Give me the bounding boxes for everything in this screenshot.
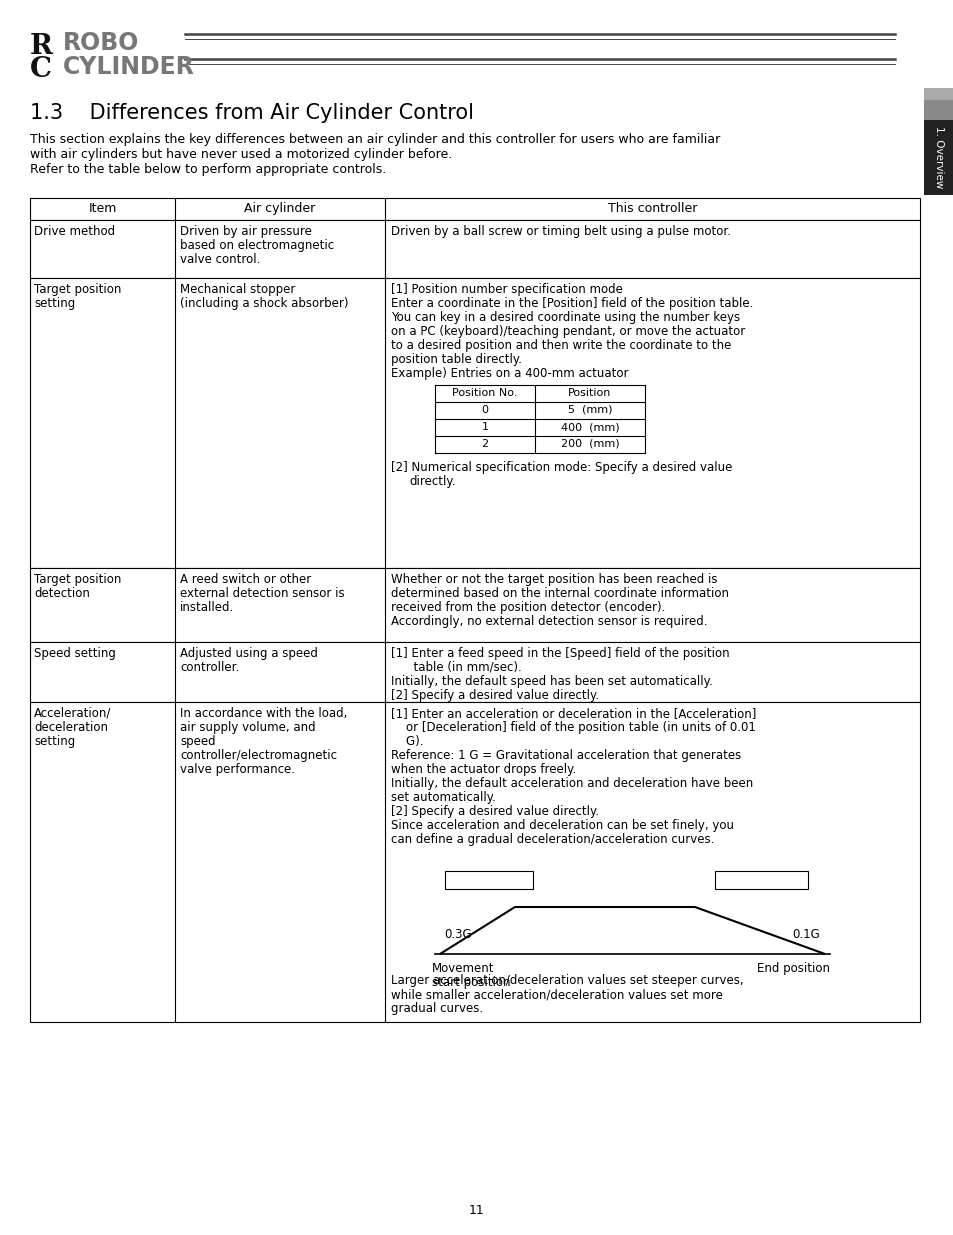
Bar: [30, 568, 919, 642]
Text: valve control.: valve control.: [180, 253, 260, 266]
Text: Movement: Movement: [432, 962, 494, 974]
Text: CYLINDER: CYLINDER: [63, 56, 194, 79]
Text: 0.1G: 0.1G: [791, 927, 820, 941]
Text: 2: 2: [481, 438, 488, 450]
Text: Drive method: Drive method: [34, 225, 115, 238]
Text: Driven by air pressure: Driven by air pressure: [180, 225, 312, 238]
Text: 11: 11: [469, 1204, 484, 1216]
Text: external detection sensor is: external detection sensor is: [180, 587, 344, 600]
Text: to a desired position and then write the coordinate to the: to a desired position and then write the…: [391, 338, 731, 352]
Text: setting: setting: [34, 735, 75, 748]
Text: 1. Overview: 1. Overview: [933, 126, 943, 188]
Text: This section explains the key differences between an air cylinder and this contr: This section explains the key difference…: [30, 133, 720, 146]
Text: Enter a coordinate in the [Position] field of the position table.: Enter a coordinate in the [Position] fie…: [391, 296, 753, 310]
Text: air supply volume, and: air supply volume, and: [180, 721, 315, 734]
Text: when the actuator drops freely.: when the actuator drops freely.: [391, 763, 576, 776]
Text: valve performance.: valve performance.: [180, 763, 294, 776]
Text: Reference: 1 G = Gravitational acceleration that generates: Reference: 1 G = Gravitational accelerat…: [391, 748, 740, 762]
Text: Deceleration: Deceleration: [723, 874, 799, 887]
Text: C: C: [30, 56, 52, 83]
Text: 1: 1: [481, 422, 488, 432]
Text: 0.3G: 0.3G: [443, 927, 471, 941]
Text: controller.: controller.: [180, 661, 239, 674]
Text: Target position: Target position: [34, 573, 121, 585]
Text: 1.3    Differences from Air Cylinder Control: 1.3 Differences from Air Cylinder Contro…: [30, 103, 474, 124]
Text: Position No.: Position No.: [452, 388, 517, 398]
Text: Item: Item: [89, 203, 116, 215]
Text: 200  (mm): 200 (mm): [560, 438, 618, 450]
Text: In accordance with the load,: In accordance with the load,: [180, 706, 347, 720]
Text: [1] Enter a feed speed in the [Speed] field of the position: [1] Enter a feed speed in the [Speed] fi…: [391, 647, 729, 659]
Text: Target position: Target position: [34, 283, 121, 296]
Text: controller/electromagnetic: controller/electromagnetic: [180, 748, 336, 762]
Text: [1] Enter an acceleration or deceleration in the [Acceleration]: [1] Enter an acceleration or deceleratio…: [391, 706, 756, 720]
Text: while smaller acceleration/deceleration values set more: while smaller acceleration/deceleration …: [391, 988, 722, 1002]
Text: Refer to the table below to perform appropriate controls.: Refer to the table below to perform appr…: [30, 163, 386, 177]
Bar: [30, 701, 919, 1023]
Text: This controller: This controller: [607, 203, 697, 215]
Text: Position: Position: [568, 388, 611, 398]
Text: Air cylinder: Air cylinder: [244, 203, 315, 215]
Text: deceleration: deceleration: [34, 721, 108, 734]
Bar: [30, 642, 919, 701]
Text: received from the position detector (encoder).: received from the position detector (enc…: [391, 601, 664, 614]
Text: Whether or not the target position has been reached is: Whether or not the target position has b…: [391, 573, 717, 585]
Text: 400  (mm): 400 (mm): [560, 422, 618, 432]
Text: [2] Specify a desired value directly.: [2] Specify a desired value directly.: [391, 689, 598, 701]
Bar: [30, 198, 919, 220]
Bar: [30, 220, 919, 278]
Text: A reed switch or other: A reed switch or other: [180, 573, 311, 585]
Text: [2] Numerical specification mode: Specify a desired value: [2] Numerical specification mode: Specif…: [391, 461, 732, 474]
Text: End position: End position: [757, 962, 829, 974]
Bar: [444, 871, 533, 889]
Text: Initially, the default speed has been set automatically.: Initially, the default speed has been se…: [391, 676, 712, 688]
Text: with air cylinders but have never used a motorized cylinder before.: with air cylinders but have never used a…: [30, 148, 452, 161]
Text: or [Deceleration] field of the position table (in units of 0.01: or [Deceleration] field of the position …: [391, 721, 755, 734]
Bar: [923, 88, 953, 100]
Text: Larger acceleration/deceleration values set steeper curves,: Larger acceleration/deceleration values …: [391, 974, 742, 987]
Text: Since acceleration and deceleration can be set finely, you: Since acceleration and deceleration can …: [391, 819, 733, 832]
Text: ROBO: ROBO: [63, 31, 139, 56]
Text: setting: setting: [34, 296, 75, 310]
Bar: [30, 278, 919, 568]
Text: based on electromagnetic: based on electromagnetic: [180, 240, 334, 252]
Text: 5  (mm): 5 (mm): [567, 405, 612, 415]
Text: (including a shock absorber): (including a shock absorber): [180, 296, 348, 310]
Text: Speed setting: Speed setting: [34, 647, 115, 659]
Text: directly.: directly.: [409, 475, 455, 488]
Text: Driven by a ball screw or timing belt using a pulse motor.: Driven by a ball screw or timing belt us…: [391, 225, 730, 238]
Text: You can key in a desired coordinate using the number keys: You can key in a desired coordinate usin…: [391, 311, 740, 324]
Text: Acceleration: Acceleration: [452, 874, 525, 887]
Text: Accordingly, no external detection sensor is required.: Accordingly, no external detection senso…: [391, 615, 707, 629]
Text: set automatically.: set automatically.: [391, 790, 496, 804]
Text: table (in mm/sec).: table (in mm/sec).: [391, 661, 521, 674]
Text: position table directly.: position table directly.: [391, 353, 521, 366]
Text: can define a gradual deceleration/acceleration curves.: can define a gradual deceleration/accele…: [391, 832, 714, 846]
Text: Acceleration/: Acceleration/: [34, 706, 112, 720]
Text: Mechanical stopper: Mechanical stopper: [180, 283, 295, 296]
Text: installed.: installed.: [180, 601, 234, 614]
Text: [2] Specify a desired value directly.: [2] Specify a desired value directly.: [391, 805, 598, 818]
Bar: [714, 871, 807, 889]
Text: Adjusted using a speed: Adjusted using a speed: [180, 647, 317, 659]
Text: G).: G).: [391, 735, 423, 748]
Text: on a PC (keyboard)/teaching pendant, or move the actuator: on a PC (keyboard)/teaching pendant, or …: [391, 325, 744, 338]
Text: [1] Position number specification mode: [1] Position number specification mode: [391, 283, 622, 296]
Text: Initially, the default acceleration and deceleration have been: Initially, the default acceleration and …: [391, 777, 753, 790]
Bar: [923, 120, 953, 195]
Text: start position: start position: [432, 976, 510, 989]
Text: gradual curves.: gradual curves.: [391, 1002, 482, 1015]
Text: Example) Entries on a 400-mm actuator: Example) Entries on a 400-mm actuator: [391, 367, 628, 380]
Bar: [923, 100, 953, 120]
Text: speed: speed: [180, 735, 215, 748]
Text: detection: detection: [34, 587, 90, 600]
Text: R: R: [30, 33, 53, 61]
Text: 0: 0: [481, 405, 488, 415]
Text: determined based on the internal coordinate information: determined based on the internal coordin…: [391, 587, 728, 600]
